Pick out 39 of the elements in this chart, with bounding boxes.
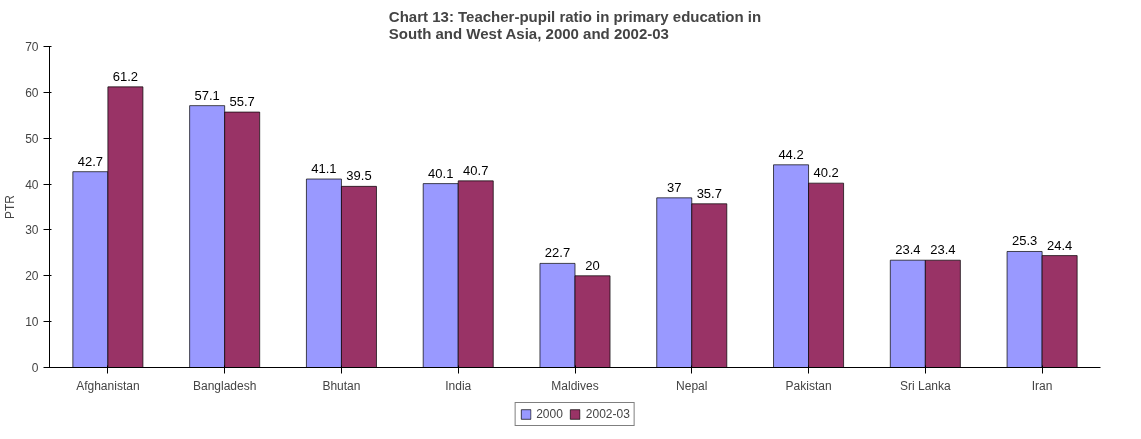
x-tick-label: India <box>445 378 472 393</box>
data-label: 57.1 <box>194 87 220 103</box>
x-tick-label: Sri Lanka <box>899 378 952 393</box>
data-label: 20 <box>585 257 600 273</box>
y-tick-label: 50 <box>25 131 39 146</box>
data-label: 41.1 <box>311 161 337 177</box>
legend-label: 2002-03 <box>585 407 630 421</box>
y-tick-label: 0 <box>31 361 39 375</box>
x-tick-label: Bangladesh <box>192 378 257 393</box>
data-label: 23.4 <box>895 242 921 258</box>
data-label: 35.7 <box>696 185 722 201</box>
x-tick-label: Bhutan <box>322 378 361 393</box>
data-label: 55.7 <box>229 94 255 110</box>
data-label: 44.2 <box>778 146 804 162</box>
data-label: 40.2 <box>813 165 839 181</box>
data-label: 25.3 <box>1011 233 1038 249</box>
x-tick-label: Maldives <box>551 378 599 393</box>
data-label: 23.4 <box>930 242 956 258</box>
data-label: 37 <box>667 179 682 195</box>
legend-label: 2000 <box>536 407 563 421</box>
data-label: 42.7 <box>77 153 104 169</box>
y-tick-label: 40 <box>25 177 39 192</box>
chart-title: Chart 13: Teacher-pupil ratio in primary education in South and West Asia, 2000 and 2002-03 <box>388 7 762 42</box>
data-label: 40.1 <box>428 165 454 181</box>
y-tick-label: 10 <box>25 315 39 330</box>
y-axis-title: PTR <box>3 194 18 219</box>
data-label: 40.7 <box>463 162 489 178</box>
x-tick-label: Afghanistan <box>76 378 140 393</box>
y-tick-label: 60 <box>25 85 39 100</box>
y-tick-label: 20 <box>25 269 39 284</box>
y-tick-label: 70 <box>25 40 39 54</box>
data-label: 24.4 <box>1046 237 1073 253</box>
x-tick-label: Nepal <box>676 378 708 393</box>
data-label: 61.2 <box>112 68 139 84</box>
y-tick-label: 30 <box>25 223 39 238</box>
x-tick-label: Iran <box>1031 378 1053 393</box>
data-label: 22.7 <box>544 245 571 261</box>
data-label: 39.5 <box>346 168 372 184</box>
x-tick-label: Pakistan <box>785 378 832 393</box>
